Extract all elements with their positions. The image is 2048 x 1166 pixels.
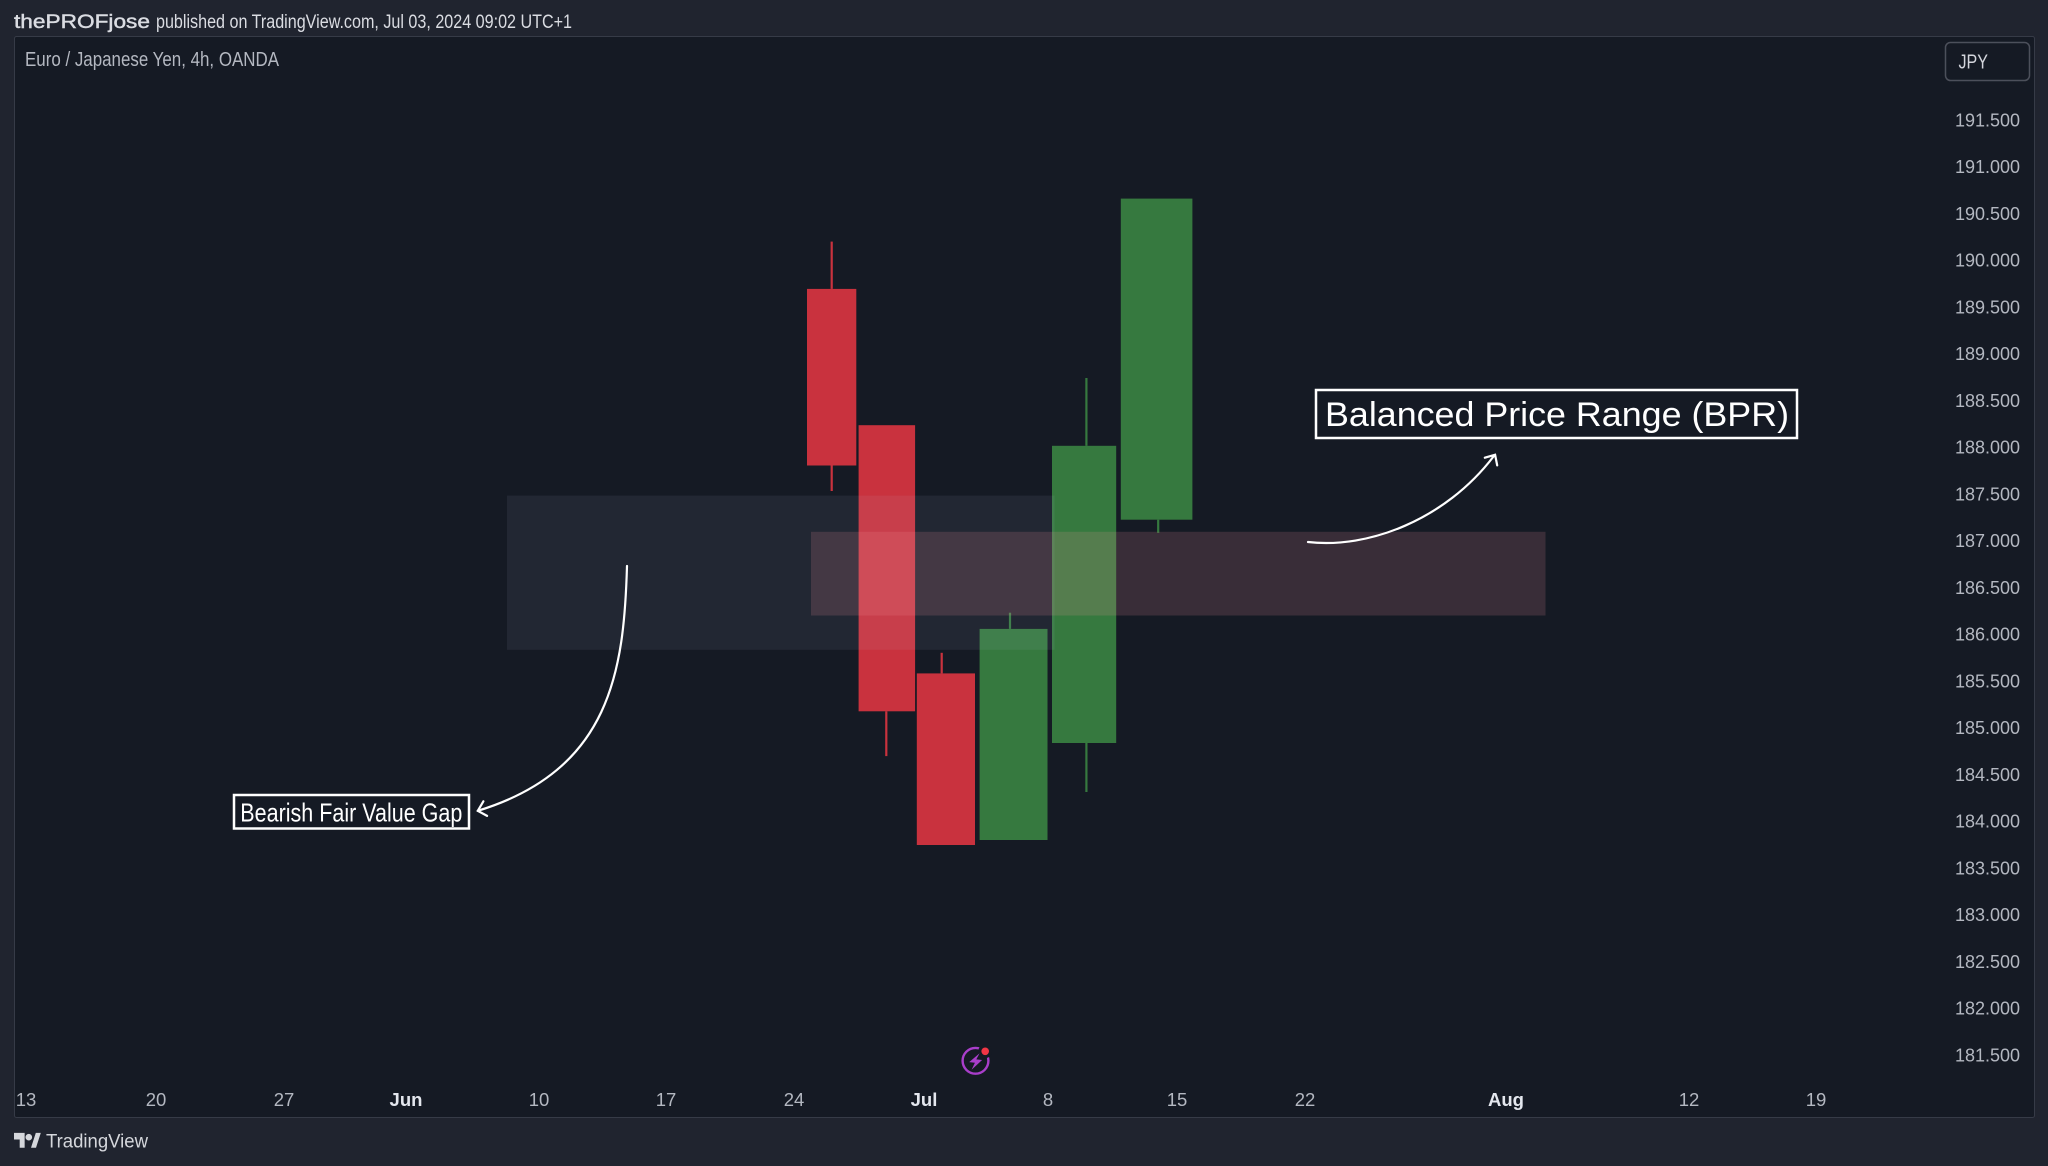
svg-text:181.500: 181.500	[1955, 1045, 2020, 1065]
svg-text:182.500: 182.500	[1955, 952, 2020, 972]
svg-text:188.500: 188.500	[1955, 391, 2020, 411]
svg-text:8: 8	[1043, 1089, 1053, 1110]
svg-text:182.000: 182.000	[1955, 999, 2020, 1019]
svg-text:20: 20	[146, 1089, 167, 1110]
svg-text:22: 22	[1295, 1089, 1316, 1110]
svg-text:JPY: JPY	[1959, 51, 1989, 74]
svg-text:19: 19	[1806, 1089, 1827, 1110]
svg-text:186.000: 186.000	[1955, 625, 2020, 645]
svg-text:185.000: 185.000	[1955, 718, 2020, 738]
svg-text:Jun: Jun	[390, 1089, 423, 1110]
svg-text:184.500: 184.500	[1955, 765, 2020, 785]
svg-text:17: 17	[656, 1089, 677, 1110]
svg-text:191.500: 191.500	[1955, 110, 2020, 130]
svg-text:Balanced Price Range (BPR): Balanced Price Range (BPR)	[1325, 396, 1789, 434]
svg-text:183.000: 183.000	[1955, 905, 2020, 925]
svg-text:191.000: 191.000	[1955, 157, 2020, 177]
svg-text:27: 27	[274, 1089, 295, 1110]
svg-text:189.000: 189.000	[1955, 344, 2020, 364]
svg-text:24: 24	[784, 1089, 805, 1110]
svg-text:thePROFjose: thePROFjose	[14, 11, 150, 33]
svg-text:190.500: 190.500	[1955, 204, 2020, 224]
svg-text:TradingView: TradingView	[46, 1132, 148, 1153]
svg-text:Jul: Jul	[911, 1089, 938, 1110]
svg-text:187.000: 187.000	[1955, 531, 2020, 551]
svg-text:Euro / Japanese Yen, 4h, OANDA: Euro / Japanese Yen, 4h, OANDA	[25, 49, 280, 71]
svg-text:15: 15	[1167, 1089, 1188, 1110]
svg-text:published on TradingView.com,: published on TradingView.com, Jul 03, 20…	[156, 12, 572, 33]
svg-text:Bearish Fair Value Gap: Bearish Fair Value Gap	[240, 797, 462, 827]
svg-text:186.500: 186.500	[1955, 578, 2020, 598]
svg-text:12: 12	[1679, 1089, 1700, 1110]
svg-text:184.000: 184.000	[1955, 812, 2020, 832]
svg-text:13: 13	[16, 1089, 37, 1110]
svg-text:Aug: Aug	[1488, 1089, 1524, 1110]
svg-text:188.000: 188.000	[1955, 438, 2020, 458]
svg-text:185.500: 185.500	[1955, 671, 2020, 691]
svg-text:189.500: 189.500	[1955, 297, 2020, 317]
svg-text:190.000: 190.000	[1955, 251, 2020, 271]
svg-text:183.500: 183.500	[1955, 858, 2020, 878]
svg-text:10: 10	[529, 1089, 550, 1110]
svg-text:187.500: 187.500	[1955, 484, 2020, 504]
